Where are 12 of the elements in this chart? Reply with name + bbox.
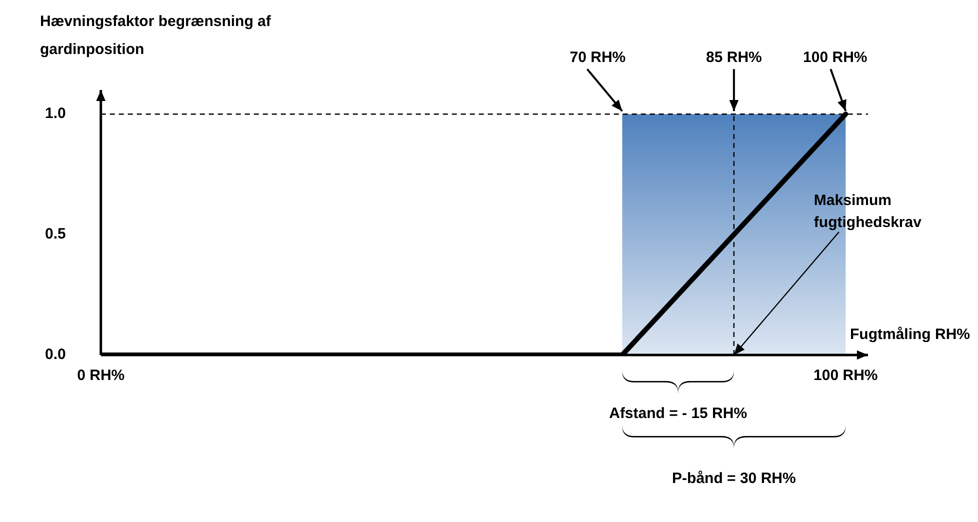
annotation: Maksimum fugtighedskrav xyxy=(814,192,922,231)
y-tick-label: 1.0 xyxy=(44,105,66,122)
annotation: 70 RH% xyxy=(570,49,626,66)
x-axis-title: Fugtmåling RH% xyxy=(850,326,970,343)
annotation: 85 RH% xyxy=(706,49,762,66)
y-tick-label: 0.0 xyxy=(44,346,66,364)
text: P-bånd = 30 RH% xyxy=(672,470,796,487)
x-tick-label: 0 RH% xyxy=(77,367,125,384)
text: Afstand = - 15 RH% xyxy=(609,405,748,422)
annotation: 100 RH% xyxy=(803,49,868,66)
y-tick-label: 0.5 xyxy=(44,226,66,243)
y-axis-title: Hævningsfaktor begrænsning af gardinposition xyxy=(40,12,272,60)
